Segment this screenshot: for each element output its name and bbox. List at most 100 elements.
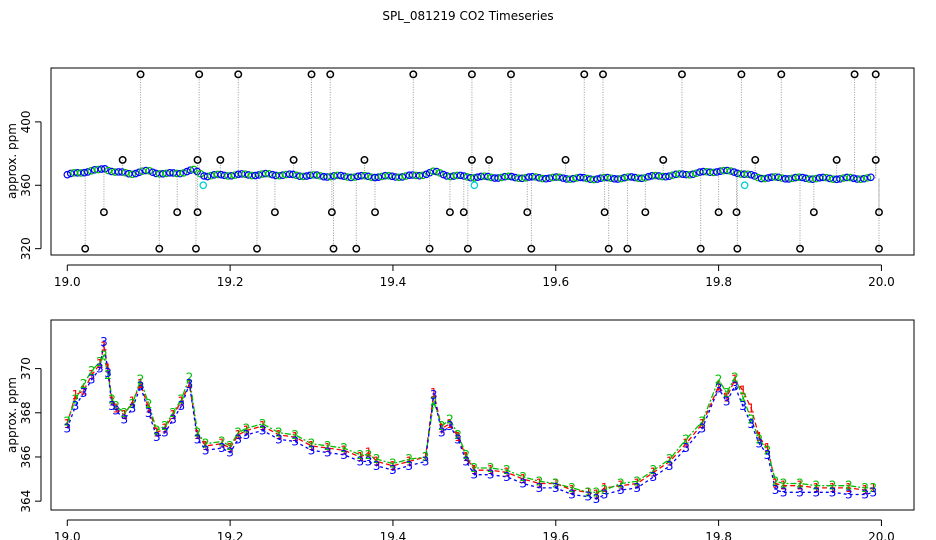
series-2-label: 2: [357, 448, 365, 462]
trace-point: [179, 169, 188, 177]
series-1-label: 1: [177, 395, 185, 409]
trace-point: [470, 174, 478, 182]
series-2-line: [66, 353, 874, 493]
trace-point: [627, 173, 636, 181]
trace-point: [374, 173, 383, 181]
series-2-label: 2: [487, 461, 495, 475]
flag-point: [173, 208, 182, 217]
trace-point: [419, 171, 427, 180]
series-2-label: 2: [243, 421, 251, 435]
trace-point: [415, 171, 424, 180]
trace-point: [497, 173, 506, 182]
series-1-label: 1: [699, 417, 707, 431]
series-3-label: 3: [389, 463, 397, 477]
flag-point: [659, 155, 668, 164]
series-3-label: 3: [650, 470, 658, 484]
series-3-label: 3: [259, 423, 267, 437]
series-2-label: 2: [723, 386, 731, 400]
flag-point: [523, 208, 532, 217]
trace-point: [227, 172, 236, 180]
series-1-label: 1: [186, 377, 194, 391]
series-3-label: 3: [568, 488, 576, 502]
x-tick-label: 19.2: [217, 530, 244, 540]
series-2-label: 2: [519, 470, 527, 484]
series-2-label: 2: [552, 476, 560, 490]
series-1-label: 1: [739, 384, 747, 398]
series-3-label: 3: [585, 490, 593, 504]
trace-point: [644, 172, 653, 181]
series-1-label: 1: [194, 428, 202, 442]
series-3-label: 3: [780, 485, 788, 499]
trace-point: [446, 172, 455, 181]
series-1-label: 1: [218, 437, 226, 451]
flag-point: [289, 155, 298, 164]
flag-point: [445, 208, 454, 217]
series-2-label: 2: [137, 373, 145, 387]
series-2-label: 2: [601, 483, 609, 497]
trace-point: [713, 168, 721, 176]
series-1-label: 1: [365, 446, 373, 460]
series-3-label: 3: [519, 476, 527, 490]
series-1-label: 1: [120, 408, 128, 422]
series-1-label: 1: [552, 476, 560, 490]
panel-top-frame: [50, 67, 915, 256]
series-2-label: 2: [88, 364, 96, 378]
series-1-label: 1: [812, 481, 820, 495]
series-1-label: 1: [63, 417, 71, 431]
trace-point: [566, 175, 574, 183]
series-2-label: 2: [454, 428, 462, 442]
series-2-label: 2: [161, 419, 169, 433]
trace-point: [439, 170, 448, 179]
series-2-label: 2: [100, 348, 108, 362]
series-2-label: 2: [666, 452, 674, 466]
series-2-label: 2: [218, 435, 226, 449]
series-1-label: 1: [633, 476, 641, 490]
trace-point: [730, 168, 738, 176]
series-3-label: 3: [234, 432, 242, 446]
panel-top-drop-lines: [84, 74, 880, 249]
flag-point: [467, 155, 476, 164]
series-2-label: 2: [633, 474, 641, 488]
series-1-label: 1: [462, 450, 470, 464]
trace-point: [484, 172, 492, 181]
flag-point: [850, 70, 859, 79]
series-2-label: 2: [861, 481, 869, 495]
series-1-label: 1: [137, 377, 145, 391]
series-2-label: 2: [617, 476, 625, 490]
series-1-label: 1: [129, 395, 137, 409]
series-3-label: 3: [666, 459, 674, 473]
series-1-label: 1: [454, 430, 462, 444]
series-1-label: 1: [438, 421, 446, 435]
trace-point: [118, 168, 126, 176]
flag-point: [352, 244, 361, 253]
flag-point: [467, 70, 476, 79]
flag-point: [360, 155, 369, 164]
series-1-label: 1: [446, 417, 454, 431]
series-1-label: 1: [422, 450, 430, 464]
series-1-label: 1: [568, 483, 576, 497]
y-tick-label: 366: [19, 446, 33, 469]
series-2-label: 2: [120, 406, 128, 420]
series-1-label: 1: [796, 479, 804, 493]
flag-point: [875, 208, 883, 217]
series-3-label: 3: [747, 417, 755, 431]
trace-point: [569, 174, 578, 183]
series-2-label: 2: [471, 461, 479, 475]
trace-point: [590, 175, 598, 184]
flag-point: [751, 155, 760, 164]
series-3-label: 3: [194, 432, 202, 446]
series-1-label: 1: [747, 401, 755, 415]
series-1-label: 1: [308, 439, 316, 453]
series-2-label: 2: [755, 432, 763, 446]
trace-point: [771, 173, 779, 181]
trace-point: [617, 174, 626, 183]
series-3-label: 3: [487, 468, 495, 482]
series-3-line: [66, 342, 874, 500]
trace-point: [867, 173, 875, 182]
trace-point: [542, 174, 550, 183]
trace-point: [863, 174, 872, 182]
series-1-label: 1: [153, 426, 161, 440]
flag-point: [696, 244, 705, 253]
series-1-label: 1: [96, 357, 104, 371]
